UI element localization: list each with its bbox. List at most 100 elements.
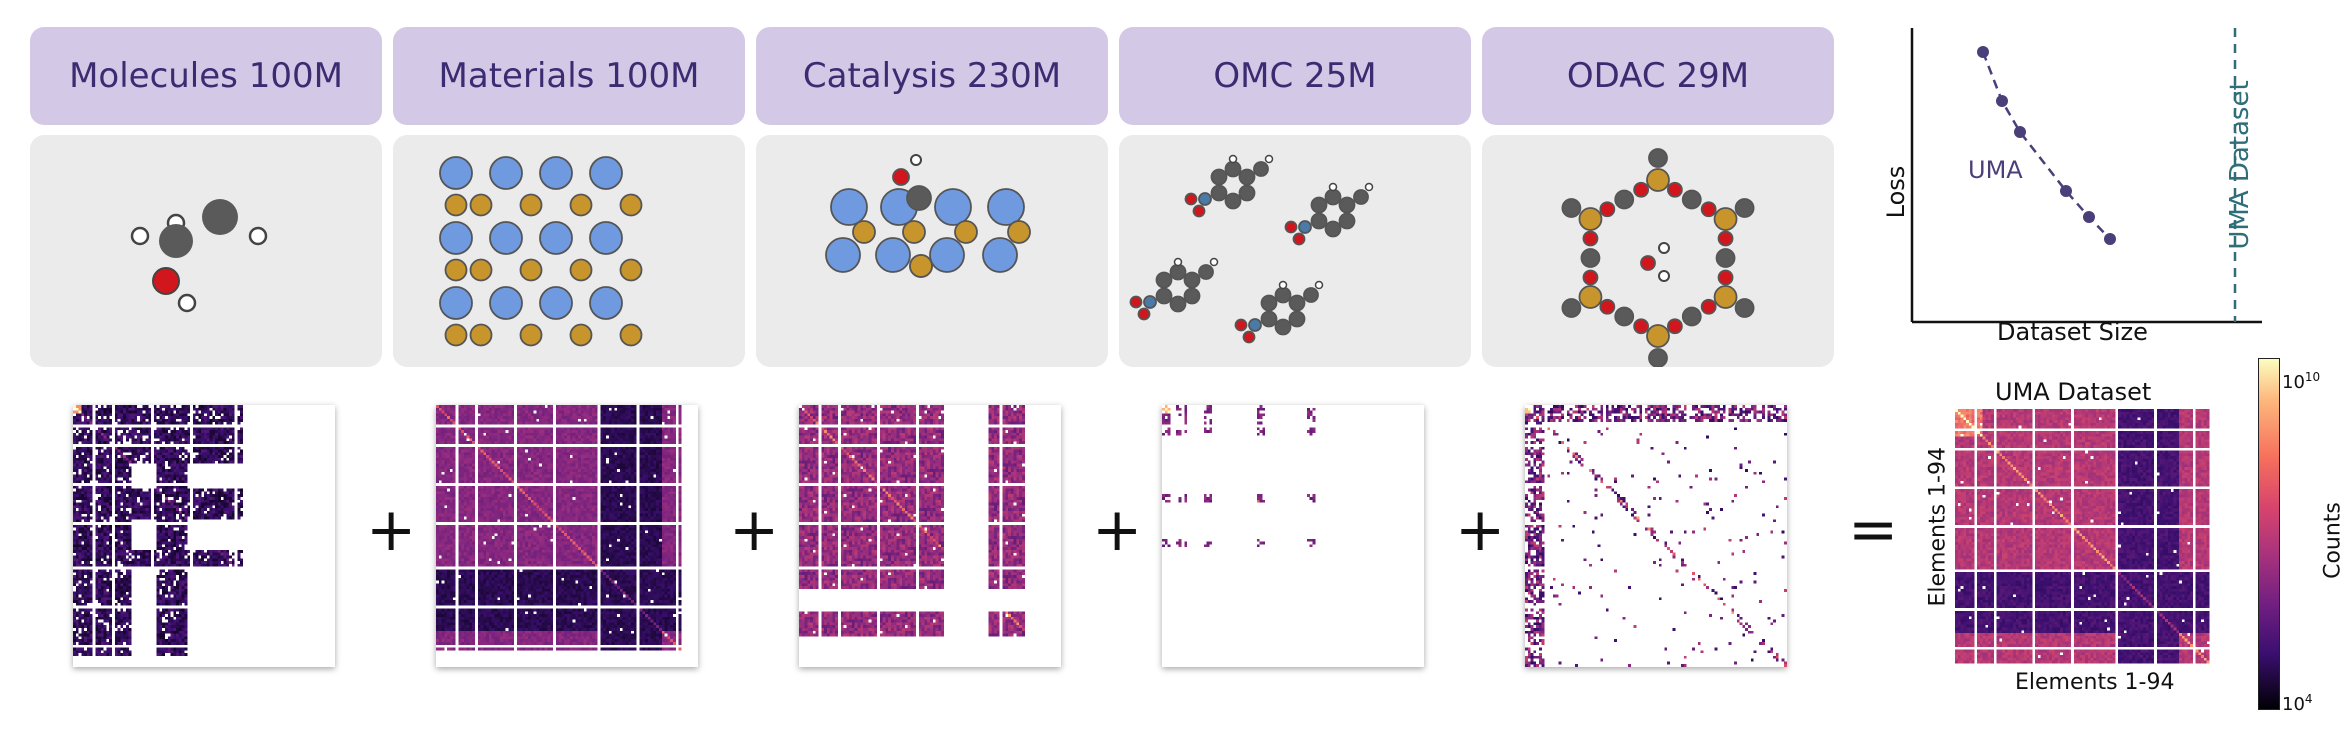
- organic-atom: [1173, 257, 1183, 267]
- catalysis-structure-panel: [756, 135, 1108, 367]
- material-atom: [569, 193, 593, 217]
- uma-loss-points: [1977, 46, 2116, 245]
- organic-atom: [1284, 220, 1298, 234]
- surface-atom: [830, 188, 868, 226]
- material-atom: [619, 258, 643, 282]
- materials-structure-panel: [393, 135, 745, 367]
- organic-atom: [1253, 161, 1269, 177]
- framework-atom: [1715, 248, 1736, 268]
- organic-atom: [1183, 287, 1201, 305]
- molecule-structure-panel: [30, 135, 382, 367]
- organic-atom: [1303, 287, 1319, 303]
- material-atom: [444, 323, 468, 347]
- odac-element-matrix: [1525, 405, 1787, 667]
- organic-atom: [1274, 318, 1292, 336]
- organic-atom: [1314, 280, 1324, 290]
- counts-colorbar: [2258, 358, 2280, 710]
- header-omc: OMC 25M: [1119, 27, 1471, 125]
- matrix-cells: [436, 405, 682, 651]
- material-atom: [539, 156, 573, 190]
- odac-structure-panel: [1482, 135, 1834, 367]
- equals-operator: =: [1848, 500, 1898, 560]
- odac-framework: [1561, 148, 1755, 367]
- framework-atom: [1561, 298, 1582, 318]
- header-omc-label: OMC 25M: [1213, 56, 1376, 96]
- uma-loss-curve: [1981, 51, 2111, 240]
- framework-atom: [1599, 201, 1616, 218]
- material-atom: [619, 323, 643, 347]
- material-atom: [469, 323, 493, 347]
- material-atom: [519, 258, 543, 282]
- material-atom: [439, 286, 473, 320]
- framework-atom: [1717, 230, 1734, 247]
- organic-atom: [1137, 307, 1151, 321]
- header-odac: ODAC 29M: [1482, 27, 1834, 125]
- matrix-cells: [1525, 405, 1787, 667]
- loss-axis-label: Loss: [1882, 162, 1910, 222]
- organic-atom: [1264, 154, 1274, 164]
- organic-atom: [1324, 188, 1342, 206]
- materials-lattice: [439, 156, 643, 347]
- organic-atom: [1292, 232, 1306, 246]
- framework-atom: [1646, 168, 1670, 192]
- material-atom: [439, 221, 473, 255]
- uma-matrix-xlabel: Elements 1-94: [2015, 670, 2174, 695]
- omc-structure-panel: [1119, 135, 1471, 367]
- framework-atom: [1734, 298, 1755, 318]
- header-catalysis: Catalysis 230M: [756, 27, 1108, 125]
- framework-atom: [1614, 189, 1635, 210]
- dataset-size-axis-label: Dataset Size: [1997, 318, 2148, 346]
- organic-atom: [1224, 160, 1242, 178]
- framework-atom: [1646, 324, 1670, 348]
- organic-atom: [1210, 184, 1228, 202]
- adsorbate-atom: [910, 154, 922, 166]
- organic-atom: [1260, 294, 1278, 312]
- organic-atom: [1278, 280, 1288, 290]
- material-atom: [569, 323, 593, 347]
- organic-atom: [1353, 189, 1369, 205]
- organic-atom: [1192, 204, 1206, 218]
- guest-atom: [1640, 255, 1656, 271]
- loss-scaling-plot: [1910, 28, 2262, 324]
- framework-atom: [1582, 230, 1599, 247]
- organic-atom: [1328, 182, 1338, 192]
- header-materials: Materials 100M: [393, 27, 745, 125]
- framework-atom: [1666, 318, 1683, 335]
- material-atom: [539, 221, 573, 255]
- organic-atom: [1274, 286, 1292, 304]
- matrix-cells: [799, 405, 1025, 637]
- surface-atom: [982, 237, 1018, 273]
- header-odac-label: ODAC 29M: [1567, 56, 1749, 96]
- framework-atom: [1633, 181, 1650, 198]
- framework-atom: [1700, 201, 1717, 218]
- surface-atom: [929, 237, 965, 273]
- organic-atom: [1224, 192, 1242, 210]
- organic-atom: [1310, 196, 1328, 214]
- organic-atom: [1198, 264, 1214, 280]
- header-materials-label: Materials 100M: [439, 56, 700, 96]
- material-atom: [444, 193, 468, 217]
- framework-atom: [1734, 198, 1755, 218]
- surface-atom: [987, 188, 1025, 226]
- framework-atom: [1713, 285, 1738, 309]
- adsorbate-atom: [906, 185, 932, 211]
- organic-atom: [1338, 196, 1356, 214]
- organic-atom: [1129, 295, 1143, 309]
- organic-atom: [1209, 257, 1219, 267]
- organic-atom: [1155, 271, 1173, 289]
- material-atom: [619, 193, 643, 217]
- material-atom: [539, 286, 573, 320]
- guest-atom: [1658, 242, 1670, 254]
- uma-matrix-ylabel: Elements 1-94: [1926, 447, 1951, 606]
- organic-atom: [1155, 287, 1173, 305]
- organic-atom: [1169, 263, 1187, 281]
- catalysis-element-matrix: [799, 405, 1061, 667]
- framework-atom: [1561, 198, 1582, 218]
- framework-atom: [1666, 181, 1683, 198]
- framework-atom: [1681, 189, 1702, 210]
- organic-atom: [1364, 182, 1374, 192]
- organic-atom: [1288, 294, 1306, 312]
- surface-atom: [852, 220, 876, 244]
- guest-atom: [1658, 270, 1670, 282]
- colorbar-min-exp: 4: [2305, 692, 2313, 706]
